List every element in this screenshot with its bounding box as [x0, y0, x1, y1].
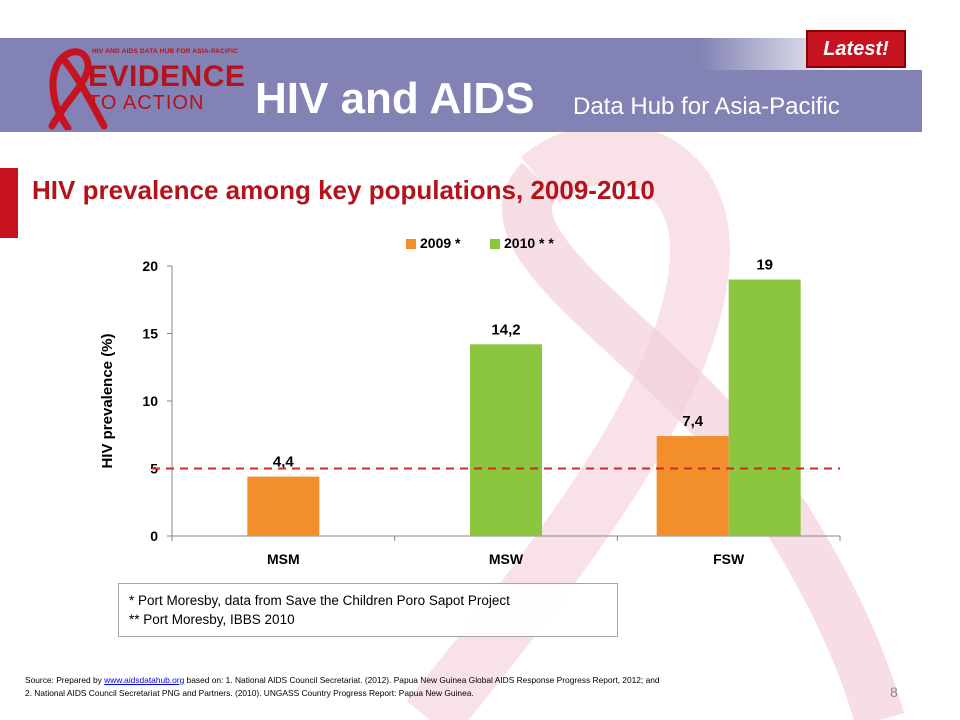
x-tick-label: MSW	[489, 551, 524, 567]
bar	[470, 344, 542, 536]
legend-swatch	[406, 239, 416, 249]
app-title: HIV and AIDS	[255, 74, 535, 123]
legend-swatch	[490, 239, 500, 249]
bar	[656, 436, 729, 536]
red-ribbon-icon	[48, 48, 108, 130]
y-tick-label: 20	[142, 258, 158, 274]
source-citation: Source: Prepared by www.aidsdatahub.org …	[25, 674, 865, 700]
logo-action-text: TO ACTION	[88, 92, 205, 114]
latest-badge[interactable]: Latest!	[806, 30, 906, 68]
y-tick-label: 0	[150, 528, 158, 544]
title-accent-bar	[0, 168, 18, 238]
notes-box: * Port Moresby, data from Save the Child…	[118, 583, 618, 637]
note-line: ** Port Moresby, IBBS 2010	[129, 612, 295, 627]
logo-caption: HIV AND AIDS DATA HUB FOR ASIA-PACIFIC	[92, 48, 239, 55]
prevalence-bar-chart: 05101520MSMMSWFSWHIV prevalence (%)4,414…	[99, 235, 841, 567]
legend-label: 2009 *	[420, 235, 461, 251]
data-label: 7,4	[682, 413, 704, 430]
data-label: 14,2	[491, 321, 520, 338]
legend-label: 2010 * *	[504, 235, 554, 251]
source-text-1: based on: 1. National AIDS Council Secre…	[184, 675, 660, 685]
app-subtitle: Data Hub for Asia-Pacific	[573, 93, 840, 120]
page-number: 8	[890, 684, 898, 700]
y-tick-label: 15	[142, 326, 158, 342]
data-label: 4,4	[273, 454, 295, 471]
slide-title: HIV prevalence among key populations, 20…	[32, 175, 655, 205]
data-label: 19	[756, 257, 773, 274]
note-line: * Port Moresby, data from Save the Child…	[129, 593, 510, 608]
bar	[247, 476, 320, 536]
x-tick-label: FSW	[713, 551, 745, 567]
y-tick-label: 10	[142, 393, 158, 409]
y-axis-title: HIV prevalence (%)	[99, 333, 116, 468]
source-text-2: 2. National AIDS Council Secretariat PNG…	[25, 688, 474, 698]
bar	[728, 279, 801, 536]
source-prefix: Source: Prepared by	[25, 675, 105, 685]
logo-evidence-text: EVIDENCE	[88, 60, 246, 93]
source-link[interactable]: www.aidsdatahub.org	[104, 675, 185, 685]
x-tick-label: MSM	[267, 551, 300, 567]
